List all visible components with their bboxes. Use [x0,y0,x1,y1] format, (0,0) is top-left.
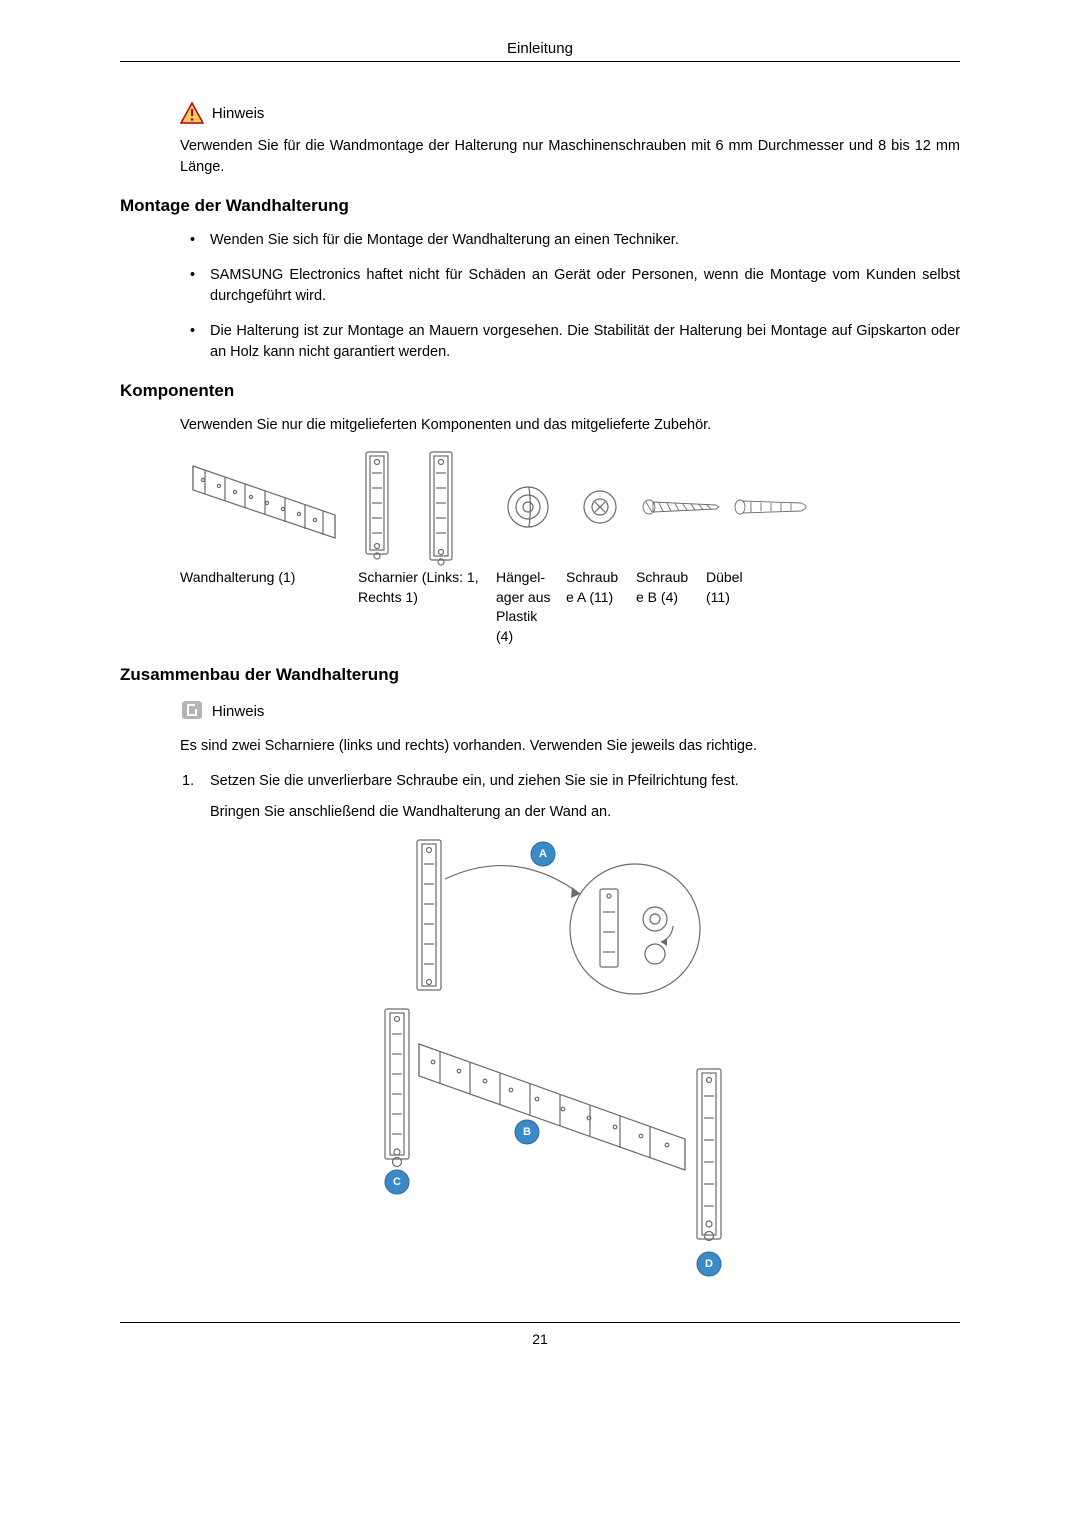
hinweis-label: Hinweis [212,703,265,720]
assembly-steps: Setzen Sie die unverlierbare Schraube ei… [180,771,960,825]
components-labels-row: Wandhalterung (1) Scharnier (Links: 1, R… [180,568,960,646]
components-images-row [180,452,960,562]
svg-text:C: C [393,1176,401,1188]
warning-triangle-icon [180,102,204,124]
warning-box: Hinweis [180,102,960,124]
warning-text: Verwenden Sie für die Wandmontage der Ha… [180,136,960,178]
page-number: 21 [532,1331,548,1347]
component-image-scharnier [358,452,488,562]
bullet-item: Die Halterung ist zur Montage an Mauern … [210,321,960,363]
montage-bullets: Wenden Sie sich für die Montage der Wand… [180,230,960,363]
section-heading-zusammenbau: Zusammenbau der Wandhalterung [120,665,960,685]
component-image-schraube-b [640,452,724,562]
diagram-badge-a: A [531,842,555,866]
note-icon [180,699,204,724]
hinweis-box: Hinweis [180,699,960,724]
diagram-badge-b: B [515,1120,539,1144]
assembly-diagram: A B C D [180,834,960,1282]
step-subtext: Bringen Sie anschließend die Wandhalteru… [210,802,960,824]
component-label: Wandhalterung (1) [180,568,350,646]
component-label: Schraub e A (11) [566,568,628,646]
svg-text:A: A [539,848,547,860]
page-header-title: Einleitung [120,40,960,62]
warning-label: Hinweis [212,105,265,122]
hinweis-text: Es sind zwei Scharniere (links und recht… [180,736,960,757]
component-label: Hängel­ager aus Plastik (4) [496,568,558,646]
component-image-hangelager [496,452,560,562]
diagram-badge-d: D [697,1252,721,1276]
svg-text:B: B [523,1126,531,1138]
step-text: Setzen Sie die unverlierbare Schraube ei… [210,773,739,789]
page-footer: 21 [120,1322,960,1347]
component-image-dubel [732,452,816,562]
diagram-badge-c: C [385,1170,409,1194]
section-heading-montage: Montage der Wandhalterung [120,196,960,216]
component-image-wandhalterung [180,452,350,562]
svg-text:D: D [705,1258,713,1270]
component-image-schraube-a [568,452,632,562]
section-heading-komponenten: Komponenten [120,381,960,401]
component-label: Dübel (11) [706,568,754,646]
component-label: Scharnier (Links: 1, Rechts 1) [358,568,488,646]
bullet-item: SAMSUNG Electronics haftet nicht für Sch… [210,265,960,307]
bullet-item: Wenden Sie sich für die Montage der Wand… [210,230,960,251]
component-label: Schraub e B (4) [636,568,698,646]
step-item: Setzen Sie die unverlierbare Schraube ei… [210,771,960,825]
komponenten-intro: Verwenden Sie nur die mitgelieferten Kom… [180,415,960,436]
